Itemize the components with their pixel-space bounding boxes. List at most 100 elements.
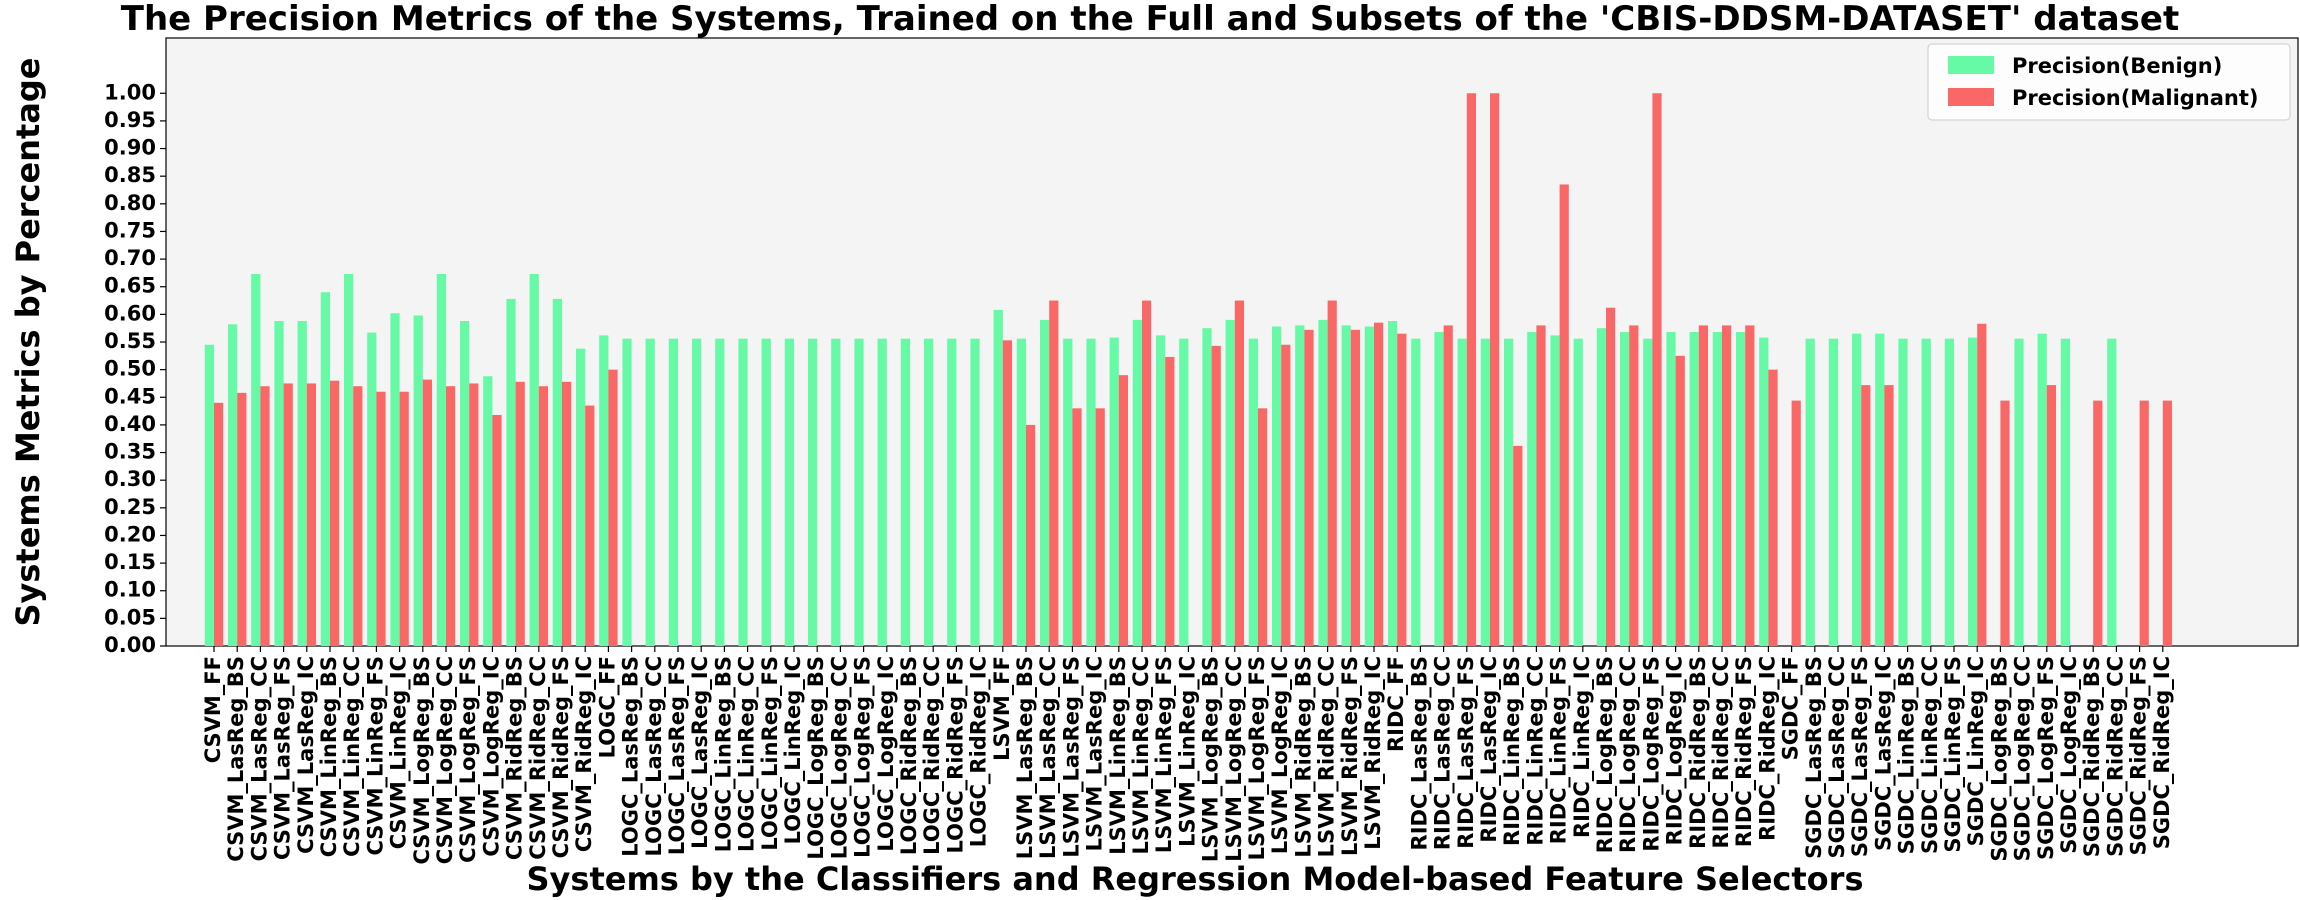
- bar-benign: [1318, 319, 1328, 646]
- bar-malignant: [1861, 385, 1871, 646]
- bar-malignant: [1675, 355, 1685, 646]
- x-tick-label: RIDC_LasReg_BS: [1407, 656, 1431, 850]
- x-tick-label: CSVM_FF: [201, 656, 225, 763]
- bar-malignant: [237, 392, 247, 646]
- bars-group: [204, 93, 2172, 646]
- x-tick-label: RIDC_FF: [1384, 656, 1408, 752]
- bar-malignant: [1722, 325, 1732, 646]
- x-tick-label: RIDC_RidReg_IC: [1755, 656, 1779, 841]
- bar-benign: [808, 338, 818, 646]
- bar-benign: [1132, 319, 1142, 646]
- bar-malignant: [2046, 385, 2056, 646]
- x-tick-label: SGDC_RidReg_CC: [2103, 656, 2127, 857]
- bar-malignant: [1281, 344, 1291, 646]
- bar-benign: [1434, 332, 1444, 646]
- x-tick-label: SGDC_LinReg_FS: [1941, 656, 1965, 853]
- bar-malignant: [422, 379, 432, 646]
- bar-benign: [344, 274, 354, 646]
- legend-swatch-malignant: [1948, 88, 1994, 106]
- y-tick-label: 0.55: [104, 329, 156, 353]
- bar-benign: [1898, 338, 1908, 646]
- x-tick-label: LOGC_LinReg_BS: [711, 656, 735, 852]
- bar-malignant: [1234, 300, 1244, 646]
- bar-benign: [228, 324, 238, 646]
- bar-benign: [1620, 332, 1630, 646]
- bar-benign: [297, 321, 307, 646]
- bar-malignant: [1118, 375, 1128, 646]
- bar-malignant: [1513, 445, 1523, 646]
- bar-benign: [645, 338, 655, 646]
- legend-label-benign: Precision(Benign): [2012, 54, 2222, 78]
- bar-benign: [1759, 337, 1769, 646]
- bar-malignant: [515, 381, 525, 646]
- bar-benign: [1364, 326, 1374, 646]
- bar-malignant: [538, 386, 548, 646]
- bar-malignant: [1536, 325, 1546, 646]
- bar-benign: [204, 344, 214, 646]
- bar-benign: [970, 338, 980, 646]
- bar-benign: [1573, 338, 1583, 646]
- bar-benign: [1828, 338, 1838, 646]
- y-tick-label: 0.65: [104, 274, 156, 298]
- bar-malignant: [1165, 356, 1175, 646]
- bar-benign: [692, 338, 702, 646]
- x-tick-label: SGDC_LinReg_BS: [1895, 656, 1919, 854]
- y-axis-label: Systems Metrics by Percentage: [9, 57, 47, 626]
- bar-malignant: [2000, 400, 2010, 646]
- bar-benign: [1666, 332, 1676, 646]
- bar-malignant: [1977, 323, 1987, 646]
- x-tick-label: SGDC_LogReg_BS: [1987, 656, 2011, 862]
- x-tick-label: LSVM_LogReg_CC: [1222, 656, 1246, 862]
- bar-benign: [1341, 325, 1351, 646]
- x-tick-label: LOGC_LogReg_CC: [827, 656, 851, 859]
- bar-benign: [1852, 333, 1862, 646]
- bar-benign: [1504, 338, 1514, 646]
- bar-malignant: [608, 369, 618, 646]
- bar-malignant: [492, 414, 502, 646]
- bar-malignant: [1142, 300, 1152, 646]
- bar-malignant: [1374, 322, 1384, 646]
- bar-malignant: [330, 380, 340, 646]
- x-tick-label: LOGC_RidReg_CC: [920, 656, 944, 855]
- x-tick-label: SGDC_LinReg_CC: [1918, 656, 1942, 854]
- x-tick-label: LSVM_FF: [990, 656, 1014, 761]
- bar-benign: [506, 298, 516, 646]
- x-tick-label: LSVM_LogReg_FS: [1245, 656, 1269, 860]
- x-tick-label: RIDC_LinReg_IC: [1570, 656, 1594, 838]
- x-tick-label: RIDC_LinReg_FS: [1547, 656, 1571, 844]
- x-tick-label: SGDC_LasReg_IC: [1871, 656, 1895, 851]
- x-tick-label: CSVM_RidReg_CC: [526, 656, 550, 860]
- bar-malignant: [214, 402, 224, 646]
- bar-malignant: [1884, 385, 1894, 646]
- bar-benign: [622, 338, 632, 646]
- x-tick-label: LOGC_LasReg_CC: [642, 656, 666, 856]
- bar-malignant: [1606, 307, 1616, 646]
- bar-malignant: [1350, 329, 1360, 646]
- x-tick-label: CSVM_LogReg_FS: [456, 656, 480, 863]
- x-tick-label: SGDC_LasReg_FS: [1848, 656, 1872, 857]
- bar-malignant: [1327, 300, 1337, 646]
- bar-benign: [738, 338, 748, 646]
- bar-benign: [1550, 335, 1560, 646]
- bar-benign: [1295, 325, 1305, 646]
- bar-benign: [668, 338, 678, 646]
- y-tick-label: 0.95: [104, 108, 156, 132]
- bar-malignant: [283, 383, 293, 646]
- y-tick-label: 0.10: [104, 578, 156, 602]
- bar-malignant: [1443, 325, 1453, 646]
- bar-benign: [552, 298, 562, 646]
- bar-malignant: [1258, 408, 1268, 646]
- x-tick-label: LSVM_LasReg_FS: [1059, 656, 1083, 858]
- x-tick-label: LOGC_LinReg_FS: [758, 656, 782, 851]
- x-tick-label: CSVM_RidReg_IC: [572, 656, 596, 852]
- x-tick-label: LOGC_LasReg_IC: [688, 656, 712, 849]
- bar-malignant: [2139, 400, 2149, 646]
- x-tick-label: SGDC_LogReg_CC: [2011, 656, 2035, 861]
- bar-benign: [1016, 338, 1026, 646]
- bar-malignant: [1026, 424, 1036, 646]
- bar-benign: [1156, 335, 1166, 646]
- x-tick-label: CSVM_LogReg_BS: [410, 656, 434, 865]
- bar-malignant: [376, 391, 386, 646]
- bar-benign: [1109, 337, 1119, 646]
- x-tick-label: RIDC_LasReg_FS: [1454, 656, 1478, 849]
